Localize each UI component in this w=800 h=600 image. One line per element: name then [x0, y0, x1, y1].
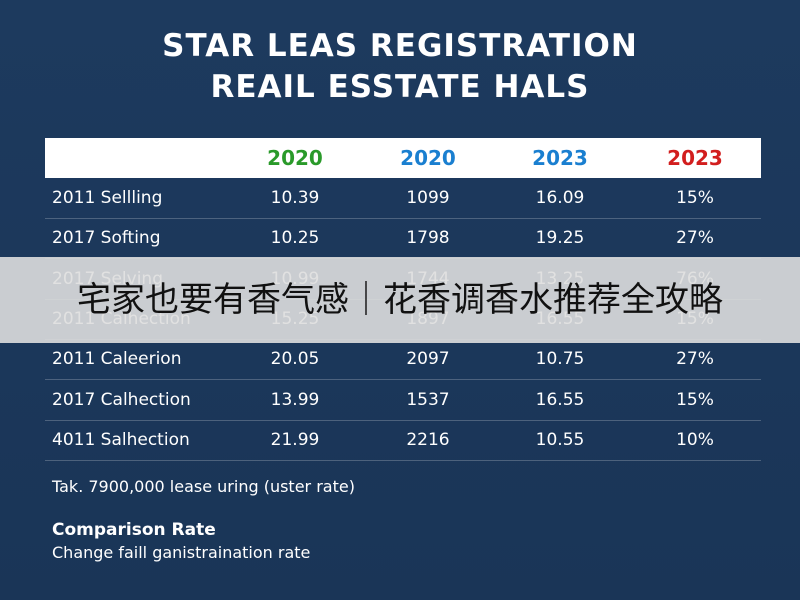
table-cell: 10.25: [270, 228, 320, 249]
banner: [0, 257, 800, 343]
table-cell: 15%: [676, 188, 714, 208]
table-cell: 16.55: [535, 389, 585, 410]
row-separator: [45, 218, 761, 219]
column-header: 2023: [667, 146, 723, 170]
row-label: 4011 Salhection: [52, 429, 190, 450]
row-separator: [45, 379, 761, 381]
row-label: 2011 Caleerion: [52, 349, 182, 370]
title-line: STAR LEAS REGISTRATION: [162, 28, 638, 64]
table-cell: 10.39: [270, 188, 320, 208]
table-cell: 16.09: [535, 188, 585, 208]
table-cell: 15%: [676, 389, 714, 410]
table-cell: 20.05: [270, 349, 320, 370]
column-header: 2020: [400, 146, 456, 170]
footer-heading: Comparison Rate: [52, 520, 216, 540]
table-cell: 2097: [406, 349, 450, 370]
row-separator: [45, 459, 761, 461]
table-cell: 19.25: [535, 228, 585, 249]
table-cell: 1099: [406, 188, 450, 208]
table-header: [45, 138, 761, 178]
column-header: 2020: [267, 146, 323, 170]
banner-text: 宅家也要有香气感｜花香调香水推荐全攻略: [77, 280, 723, 320]
footer-subheading: Change faill ganistraination rate: [52, 543, 311, 562]
table-cell: 21.99: [270, 429, 320, 450]
table-cell: 2216: [406, 429, 450, 450]
table-cell: 27%: [676, 349, 714, 370]
footer-note: Tak. 7900,000 lease uring (uster rate): [52, 477, 355, 496]
table-cell: 10.55: [535, 429, 585, 450]
table-cell: 10%: [676, 429, 714, 450]
table-cell: 1798: [406, 228, 450, 249]
column-header: 2023: [532, 146, 588, 170]
title-line: REAIL ESSTATE HALS: [210, 69, 590, 105]
table-cell: 13.99: [270, 389, 320, 410]
row-label: 2011 Sellling: [52, 188, 163, 208]
row-label: 2017 Softing: [52, 228, 161, 249]
table-cell: 1537: [406, 389, 450, 410]
row-separator: [45, 419, 761, 421]
table-cell: 27%: [676, 228, 714, 249]
table-cell: 10.75: [535, 349, 585, 370]
row-label: 2017 Calhection: [52, 389, 191, 410]
